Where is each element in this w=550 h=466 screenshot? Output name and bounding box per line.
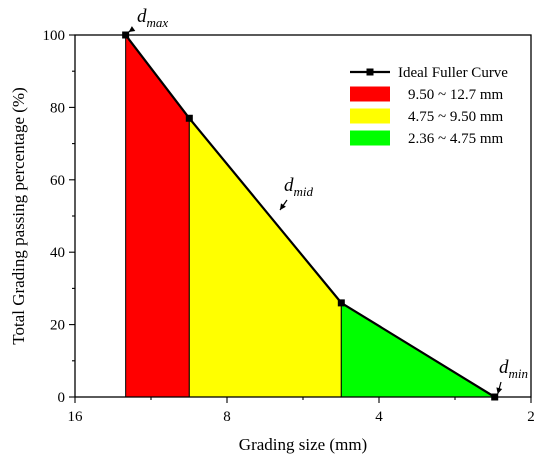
x-tick-label: 8 xyxy=(223,409,231,425)
y-tick-label: 60 xyxy=(50,173,65,189)
annotations-layer: dmax dmid dmin xyxy=(128,6,528,395)
fuller-curve-line xyxy=(124,34,496,398)
y-tick-label: 80 xyxy=(50,100,65,116)
annotation-arrowhead xyxy=(496,387,503,394)
y-tick-label: 40 xyxy=(50,245,65,261)
annotation-dmax: dmax xyxy=(137,6,168,30)
legend-label: Ideal Fuller Curve xyxy=(398,65,508,81)
y-tick-label: 0 xyxy=(58,390,66,406)
y-axis-title: Total Grading passing percentage (%) xyxy=(9,87,28,345)
legend-label: 4.75 ~ 9.50 mm xyxy=(408,109,504,125)
legend-swatch xyxy=(350,108,390,124)
x-tick-label: 2 xyxy=(527,409,535,425)
x-axis-title: Grading size (mm) xyxy=(239,435,367,454)
y-tick-label: 20 xyxy=(50,318,65,334)
legend-swatch xyxy=(350,86,390,102)
x-tick-label: 4 xyxy=(375,409,383,425)
annotation-dmid: dmid xyxy=(284,175,314,199)
x-tick-label: 16 xyxy=(68,409,84,425)
legend: Ideal Fuller Curve 9.50 ~ 12.7 mm 4.75 ~ 9… xyxy=(350,65,508,147)
y-tick-label: 100 xyxy=(43,28,66,44)
band-1 xyxy=(125,33,190,398)
annotation-arrowhead xyxy=(280,203,286,210)
legend-label: 9.50 ~ 12.7 mm xyxy=(408,87,504,103)
annotation-dmin: dmin xyxy=(499,357,528,381)
legend-marker-swatch xyxy=(366,68,374,76)
fuller-curve-point xyxy=(337,299,345,307)
legend-swatch xyxy=(350,130,390,146)
fuller-curve-point xyxy=(185,114,193,122)
band-2 xyxy=(188,116,342,398)
annotation-arrowhead xyxy=(128,26,136,32)
legend-label: 2.36 ~ 4.75 mm xyxy=(408,131,504,147)
